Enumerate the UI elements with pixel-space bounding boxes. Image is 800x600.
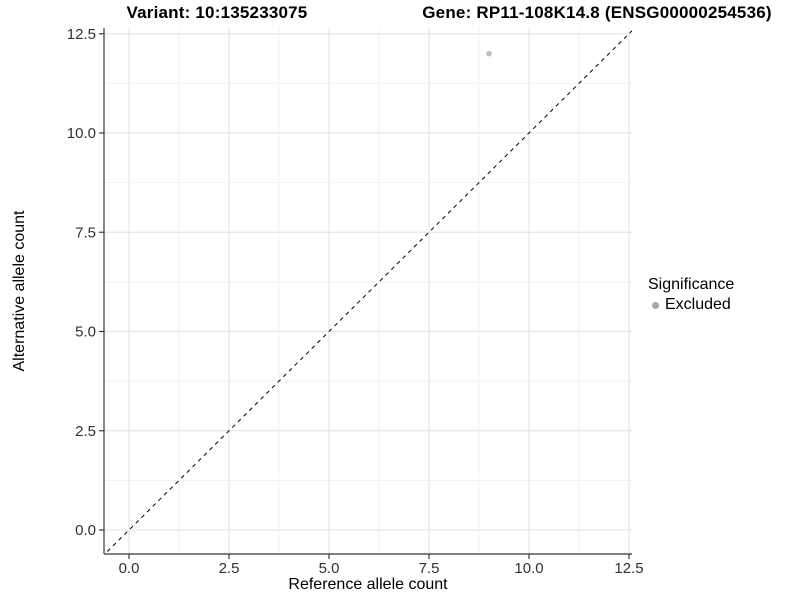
svg-text:12.5: 12.5: [67, 26, 96, 43]
svg-text:7.5: 7.5: [419, 560, 440, 577]
svg-text:12.5: 12.5: [614, 560, 643, 577]
svg-text:2.5: 2.5: [75, 423, 96, 440]
svg-text:10.0: 10.0: [514, 560, 543, 577]
gene-title: Gene: RP11-108K14.8 (ENSG00000254536): [422, 3, 772, 22]
svg-text:0.0: 0.0: [75, 522, 96, 539]
x-axis-title: Reference allele count: [288, 576, 448, 593]
y-axis-title: Alternative allele count: [11, 210, 28, 372]
variant-title: Variant: 10:135233075: [126, 3, 308, 22]
legend-key-box: [648, 298, 662, 312]
svg-text:10.0: 10.0: [67, 125, 96, 142]
excluded-dot-icon: [651, 301, 659, 309]
svg-text:5.0: 5.0: [75, 324, 96, 341]
legend-title: Significance: [648, 276, 735, 293]
legend: Significance Excluded: [648, 276, 734, 314]
svg-text:5.0: 5.0: [319, 560, 340, 577]
legend-item-excluded: Excluded: [648, 296, 734, 314]
svg-text:7.5: 7.5: [75, 224, 96, 241]
svg-text:0.0: 0.0: [119, 560, 140, 577]
legend-item-label: Excluded: [665, 296, 731, 313]
svg-text:2.5: 2.5: [219, 560, 240, 577]
